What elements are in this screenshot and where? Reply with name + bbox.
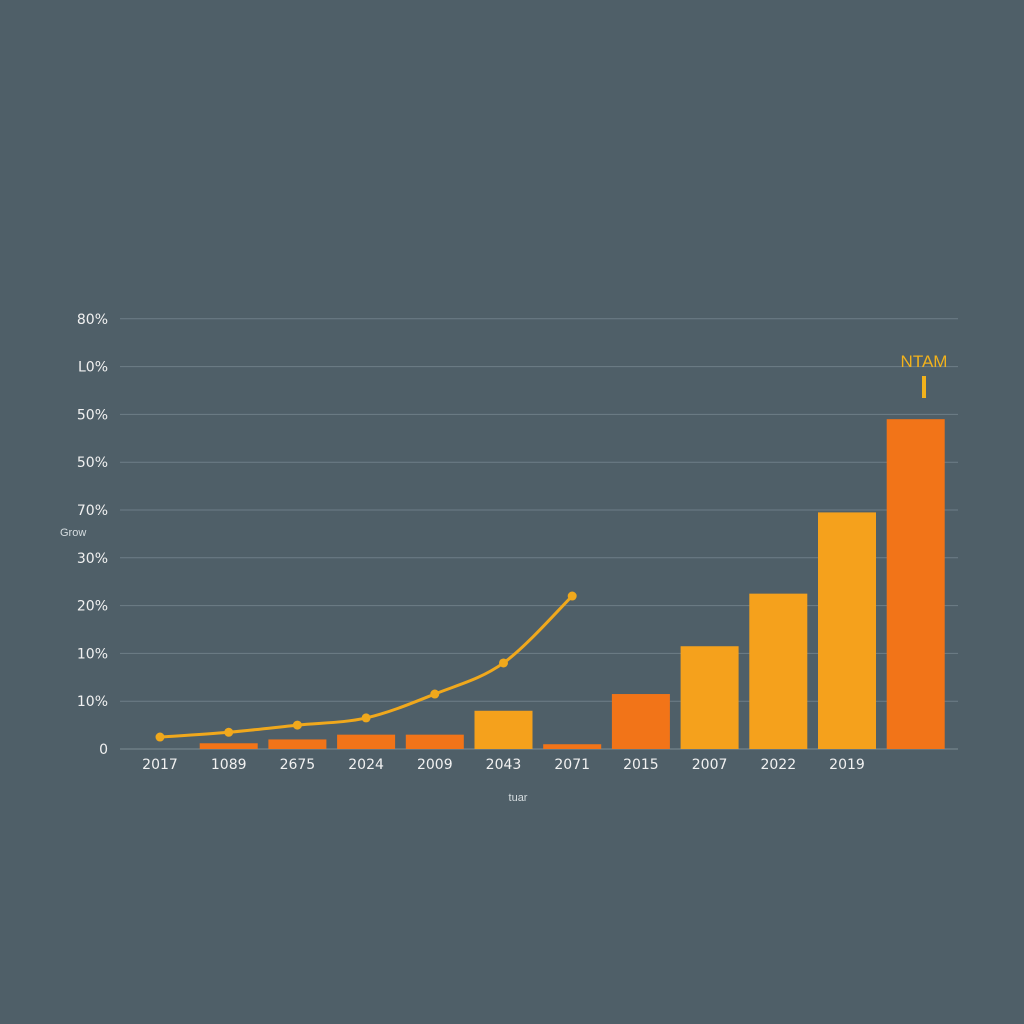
bar — [543, 744, 602, 749]
bar — [268, 739, 327, 749]
bar — [611, 694, 670, 749]
bar — [337, 734, 396, 749]
x-axis-ticks: 2017 1089 2675 2024 2009 2043 2071 2015 2007 2022… — [142, 757, 865, 773]
x-tick-label: 2024 — [348, 757, 384, 773]
x-tick-label: 2043 — [486, 757, 522, 773]
bar — [886, 419, 945, 749]
x-tick-label: 2675 — [280, 757, 316, 773]
bar — [474, 710, 533, 749]
x-tick-label: 2019 — [829, 757, 865, 773]
y-tick-label: 70% — [77, 503, 108, 519]
bar — [199, 743, 258, 749]
y-tick-label: 0 — [99, 742, 108, 758]
y-tick-label: 20% — [77, 599, 108, 615]
y-tick-label: L0% — [78, 360, 108, 376]
x-axis-label: tuar — [509, 792, 528, 804]
x-tick-label: 2017 — [142, 757, 178, 773]
x-tick-label: 1089 — [211, 757, 247, 773]
trend-line-series — [155, 591, 577, 742]
x-tick-label: 2022 — [760, 757, 796, 773]
x-tick-label: 2071 — [554, 757, 590, 773]
annotation: NTAM — [901, 352, 948, 398]
x-tick-label: 2007 — [692, 757, 728, 773]
bar — [818, 512, 876, 749]
x-tick-label: 2009 — [417, 757, 453, 773]
bar — [680, 646, 739, 749]
bars — [199, 419, 945, 749]
bar — [749, 593, 808, 749]
y-tick-label: 10% — [77, 646, 108, 662]
y-axis-ticks: 0 10% 10% 20% 30% 70% 50% 50% L0% 80% — [77, 312, 108, 758]
bar — [405, 734, 464, 749]
line-point — [430, 689, 440, 699]
line-point — [155, 732, 165, 742]
y-axis-label: Grow — [60, 527, 86, 539]
y-tick-label: 10% — [77, 694, 108, 710]
line-point — [224, 727, 234, 737]
line-point — [361, 713, 371, 723]
grid-lines — [120, 318, 958, 750]
line-point — [567, 591, 577, 601]
y-tick-label: 30% — [77, 551, 108, 567]
x-tick-label: 2015 — [623, 757, 659, 773]
y-tick-label: 50% — [77, 407, 108, 423]
y-tick-label: 80% — [77, 312, 108, 328]
line-point — [292, 720, 302, 730]
annotation-label: NTAM — [901, 352, 948, 371]
annotation-marker — [922, 376, 926, 398]
y-tick-label: 50% — [77, 455, 108, 471]
line-point — [499, 658, 508, 668]
